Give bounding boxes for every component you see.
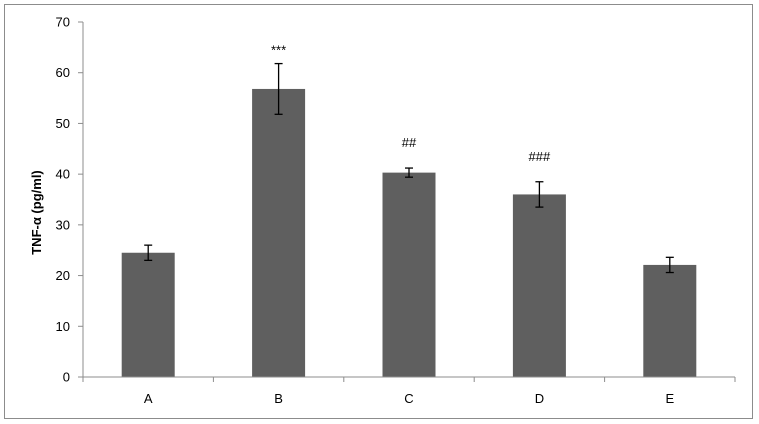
x-tick-label-A: A [144, 391, 153, 406]
x-tick-label-C: C [404, 391, 413, 406]
y-tick-label: 70 [56, 15, 70, 30]
x-tick-label-E: E [665, 391, 674, 406]
x-tick-label-B: B [274, 391, 283, 406]
bars-group [121, 88, 697, 377]
y-tick-label: 10 [56, 319, 70, 334]
y-tick-label: 0 [63, 370, 70, 385]
y-tick-label: 20 [56, 268, 70, 283]
bar-B [252, 88, 306, 377]
bar-C [382, 172, 436, 377]
y-axis-title: TNF-α (pg/ml) [29, 170, 44, 255]
y-tick-label: 60 [56, 65, 70, 80]
y-tick-label: 40 [56, 167, 70, 182]
error-bars-group [144, 62, 674, 274]
annotation-D: ### [529, 149, 551, 164]
significance-annotations: ***##### [271, 43, 551, 164]
y-axis-ticks: 0 10 20 30 40 50 60 70 [56, 15, 83, 385]
bar-E [643, 264, 697, 377]
y-tick-label: 50 [56, 116, 70, 131]
x-axis-ticks: A B C D E [82, 377, 736, 406]
bar-A [121, 252, 175, 377]
annotation-C: ## [402, 135, 417, 150]
annotation-B: *** [271, 43, 286, 58]
bar-D [512, 194, 566, 377]
x-tick-label-D: D [535, 391, 544, 406]
y-tick-label: 30 [56, 217, 70, 232]
